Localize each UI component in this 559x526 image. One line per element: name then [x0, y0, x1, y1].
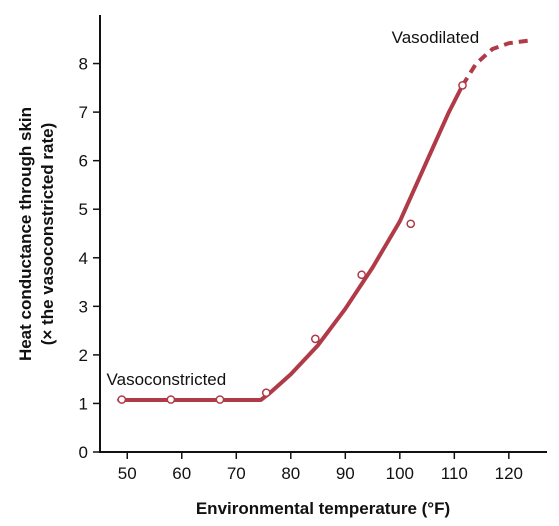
x-tick-label: 110 — [441, 464, 468, 483]
y-tick-label: 4 — [79, 249, 88, 268]
x-tick-label: 90 — [336, 464, 355, 483]
data-point — [263, 389, 270, 396]
y-ticks: 0 1 2 3 4 5 6 7 8 — [79, 55, 100, 462]
y-axis-title-line2: (× the vasoconstricted rate) — [38, 123, 57, 346]
x-ticks: 50 60 70 80 90 100 110 120 — [118, 452, 523, 483]
data-point — [167, 396, 174, 403]
y-tick-label: 3 — [79, 297, 88, 316]
x-tick-label: 120 — [495, 464, 523, 483]
y-tick-label: 2 — [79, 346, 88, 365]
data-point — [407, 220, 414, 227]
x-tick-label: 70 — [227, 464, 246, 483]
y-tick-label: 8 — [79, 55, 88, 74]
y-tick-label: 6 — [79, 152, 88, 171]
x-tick-label: 80 — [281, 464, 300, 483]
series-line-solid — [119, 85, 462, 400]
data-point — [118, 396, 125, 403]
y-tick-label: 5 — [79, 200, 88, 219]
annotation-vasodilated: Vasodilated — [392, 28, 480, 47]
data-point — [312, 335, 319, 342]
series-lines — [119, 41, 528, 400]
data-point — [459, 82, 466, 89]
data-point — [358, 271, 365, 278]
series-line-dashed — [463, 41, 528, 86]
annotations: Vasoconstricted Vasodilated — [107, 28, 480, 389]
data-point — [216, 396, 223, 403]
y-tick-label: 1 — [79, 394, 88, 413]
x-tick-label: 50 — [118, 464, 137, 483]
x-tick-label: 60 — [172, 464, 191, 483]
y-tick-label: 0 — [79, 443, 88, 462]
x-tick-label: 100 — [386, 464, 414, 483]
y-axis-title-line1: Heat conductance through skin — [16, 107, 35, 361]
data-points — [118, 82, 466, 403]
y-tick-label: 7 — [79, 103, 88, 122]
annotation-vasoconstricted: Vasoconstricted — [107, 370, 227, 389]
x-axis-title: Environmental temperature (°F) — [196, 499, 450, 518]
y-axis-title: Heat conductance through skin (× the vas… — [16, 107, 57, 361]
